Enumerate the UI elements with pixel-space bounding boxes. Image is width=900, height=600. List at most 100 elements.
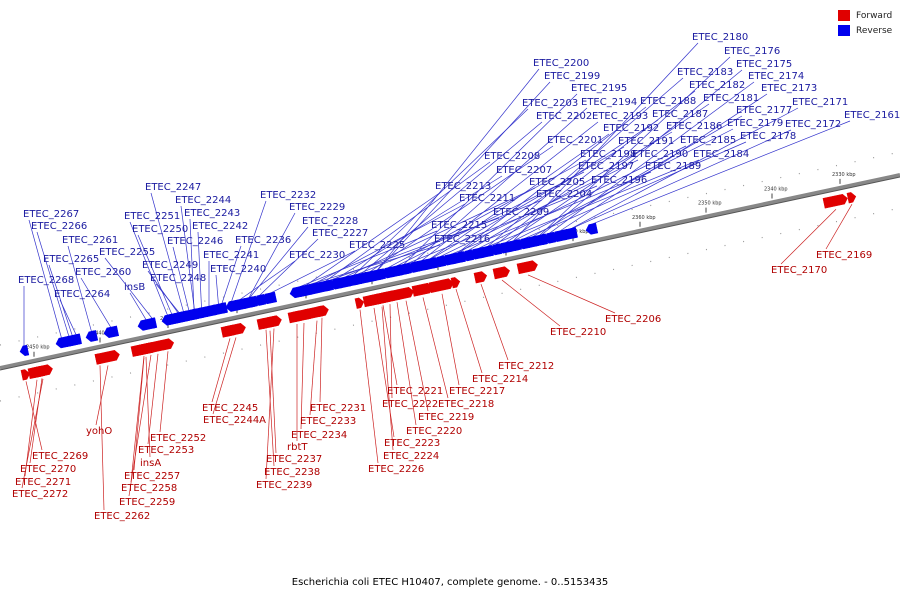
leader-line	[48, 264, 73, 337]
gene-label-forward: ETEC_2245	[202, 403, 258, 414]
gene-label-reverse: ETEC_2189	[645, 161, 701, 172]
leader-line	[342, 187, 536, 279]
leader-line	[150, 192, 184, 312]
gene-label-reverse: ETEC_2202	[536, 111, 592, 122]
leader-line	[376, 68, 540, 272]
gene-label-reverse: ETEC_2179	[727, 118, 783, 129]
leader-line	[431, 146, 625, 259]
leader-line	[549, 81, 755, 234]
gene-label-reverse: ETEC_2247	[145, 182, 201, 193]
tick-label: 2340 kbp	[764, 186, 788, 192]
leader-line	[439, 159, 639, 258]
leader-line	[381, 306, 394, 451]
leader-line	[403, 93, 578, 265]
leader-line	[538, 56, 731, 237]
gene-label-reverse: ETEC_2183	[677, 67, 733, 78]
gene-label-forward: ETEC_2223	[384, 438, 440, 449]
reverse-gene-arrow	[261, 291, 278, 305]
leader-line	[305, 191, 442, 286]
forward-gene-arrow	[516, 260, 538, 275]
gene-label-forward: ETEC_2259	[119, 497, 175, 508]
leader-line	[128, 354, 152, 497]
gene-label-reverse: ETEC_2173	[761, 83, 817, 94]
forward-gene-arrow	[396, 286, 414, 300]
gene-label-forward: ETEC_2212	[498, 361, 554, 372]
gene-label-forward: insA	[140, 458, 161, 469]
leader-line	[361, 121, 543, 274]
gene-label-reverse: ETEC_2248	[150, 273, 206, 284]
gene-label-forward: ETEC_2222	[382, 399, 438, 410]
forward-gene-arrow	[31, 364, 53, 379]
reverse-gene-arrow	[147, 317, 158, 329]
legend-item-reverse: Reverse	[838, 23, 892, 38]
leader-line	[59, 299, 77, 335]
leader-line	[368, 145, 554, 273]
gene-label-forward: ETEC_2224	[383, 451, 439, 462]
gene-label-forward: ETEC_2244A	[203, 415, 266, 426]
gene-label-reverse: ETEC_2194	[581, 97, 637, 108]
gene-label-forward: ETEC_2233	[300, 416, 356, 427]
gene-label-reverse: ETEC_2250	[132, 224, 188, 235]
leader-line	[541, 69, 743, 235]
gene-label-reverse: ETEC_2264	[54, 289, 110, 300]
gene-label-forward: ETEC_2169	[816, 250, 872, 261]
tick-label: 2440 kbp	[92, 331, 116, 337]
leader-line	[99, 365, 105, 511]
leader-line	[527, 274, 616, 314]
leader-line	[513, 128, 734, 241]
leader-line	[259, 238, 319, 296]
gene-label-reverse: ETEC_2199	[544, 71, 600, 82]
genome-caption: Escherichia coli ETEC H10407, complete g…	[291, 577, 609, 588]
gene-label-forward: ETEC_2239	[256, 480, 312, 491]
leader-line	[825, 203, 853, 250]
leader-line	[248, 212, 296, 299]
legend: Forward Reverse	[838, 8, 892, 38]
gene-label-reverse: ETEC_2236	[235, 235, 291, 246]
gene-label-reverse: ETEC_2191	[618, 136, 674, 147]
gene-label-reverse: ETEC_2244	[175, 195, 231, 206]
gene-label-reverse: ETEC_2175	[736, 59, 792, 70]
leader-line	[29, 378, 43, 464]
gene-label-forward: ETEC_2252	[150, 433, 206, 444]
reverse-gene-arrow	[85, 330, 99, 342]
gene-label-forward: ETEC_2210	[550, 327, 606, 338]
gene-label-reverse: ETEC_2246	[167, 236, 223, 247]
gene-label-reverse: ETEC_2185	[680, 135, 736, 146]
leader-line	[456, 106, 647, 255]
leader-line	[129, 292, 147, 321]
leader-line	[221, 245, 242, 304]
leader-line	[80, 277, 112, 328]
gene-label-reverse: ETEC_2198	[580, 149, 636, 160]
leader-line	[459, 119, 659, 253]
gene-arrows	[19, 192, 857, 381]
forward-gene-arrow	[473, 271, 488, 284]
leader-line	[359, 309, 379, 464]
leader-line	[212, 337, 237, 415]
forward-gene-arrow	[354, 297, 365, 309]
leader-line	[428, 133, 610, 261]
leader-line	[568, 129, 792, 231]
forward-gene-arrow	[224, 323, 246, 337]
leader-line	[180, 205, 195, 311]
leader-line	[558, 93, 768, 232]
gene-label-forward: ETEC_2231	[310, 403, 366, 414]
forward-gene-arrow	[316, 305, 327, 317]
gene-label-reverse: ETEC_2203	[522, 98, 578, 109]
gene-label-reverse: ETEC_2178	[740, 131, 796, 142]
gene-label-reverse: ETEC_2180	[692, 32, 748, 43]
gene-label-reverse: ETEC_2209	[493, 207, 549, 218]
leader-line	[215, 274, 219, 305]
forward-gene-arrow	[94, 353, 105, 365]
gene-label-reverse: ETEC_2205	[529, 177, 585, 188]
gene-label-reverse: ETEC_2177	[736, 105, 792, 116]
gene-label-reverse: ETEC_2251	[124, 211, 180, 222]
leader-line	[382, 305, 398, 386]
gene-label-reverse: ETEC_2200	[533, 58, 589, 69]
gene-label-reverse: ETEC_2242	[192, 221, 248, 232]
legend-item-forward: Forward	[838, 8, 892, 23]
leader-line	[420, 121, 599, 262]
leader-line	[249, 226, 309, 298]
tick-label: 2360 kbp	[632, 215, 656, 221]
gene-label-reverse: ETEC_2229	[289, 202, 345, 213]
gene-label-forward: ETEC_2226	[368, 464, 424, 475]
